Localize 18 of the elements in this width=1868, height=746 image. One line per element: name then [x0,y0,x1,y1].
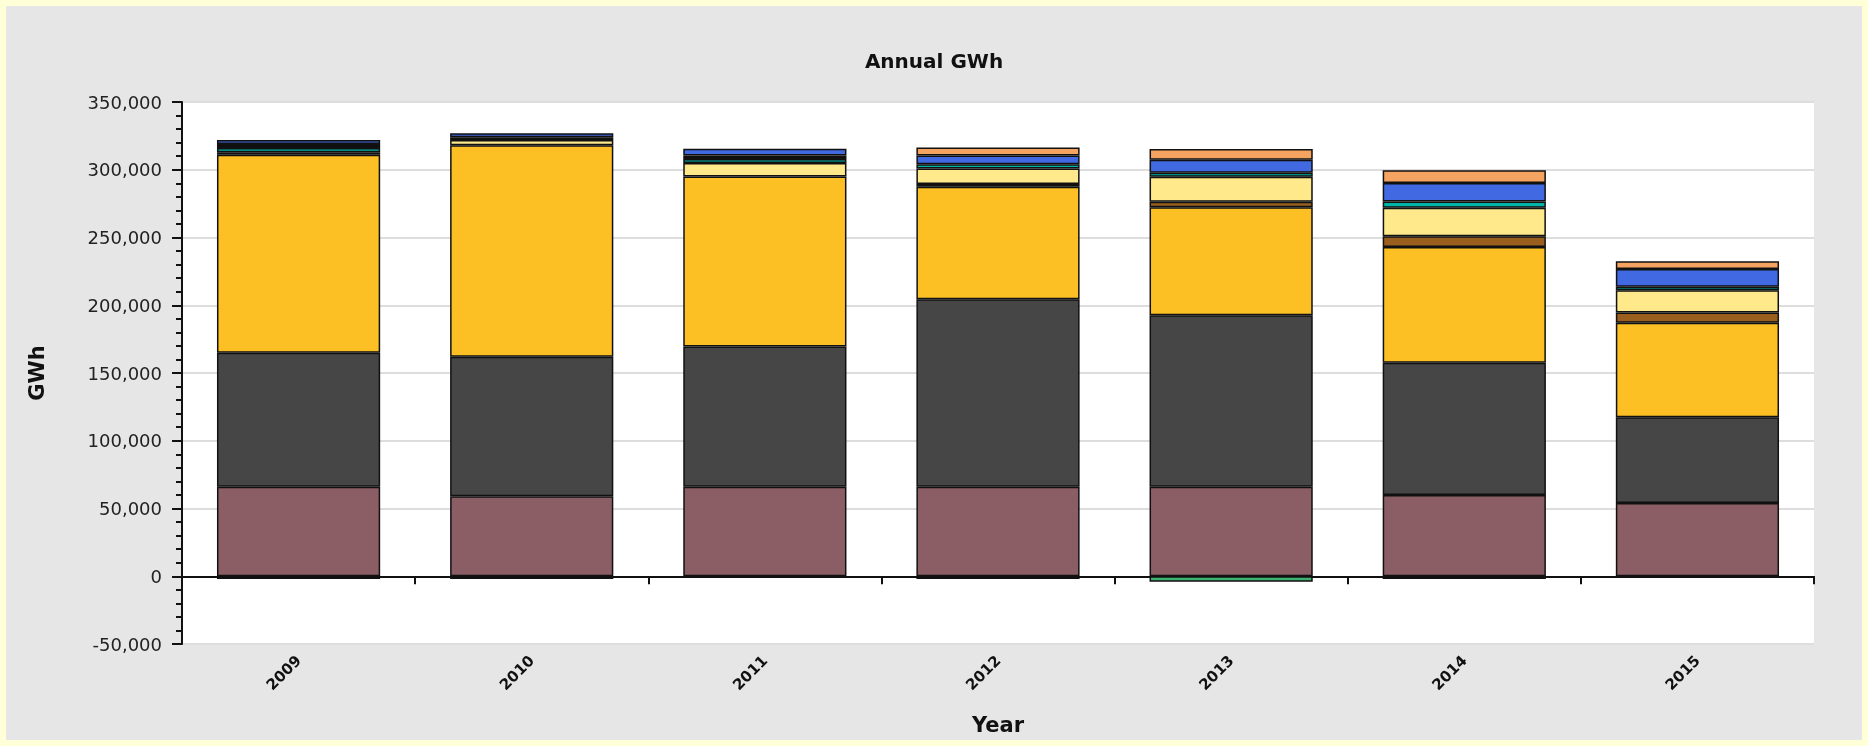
y-tick-label: 200,000 [87,294,162,316]
bar [450,133,614,138]
y-tick-label: 100,000 [87,430,162,452]
bar [216,144,381,149]
bar [916,168,1080,184]
bar [683,148,847,156]
bar [216,139,381,145]
y-tick-label: -50,000 [92,633,162,655]
y-tick-label: 250,000 [87,227,162,248]
bar [216,148,381,153]
chart-title: Annual GWh [864,49,1004,73]
y-tick-label: 150,000 [87,362,162,384]
y-tick-label: 50,000 [99,498,162,519]
y-axis-title: GWh [24,345,49,401]
y-tick-label: 0 [150,565,162,587]
y-tick-label: 300,000 [87,159,162,181]
x-axis-title: Year [970,712,1025,737]
y-tick-label: 350,000 [87,91,162,113]
